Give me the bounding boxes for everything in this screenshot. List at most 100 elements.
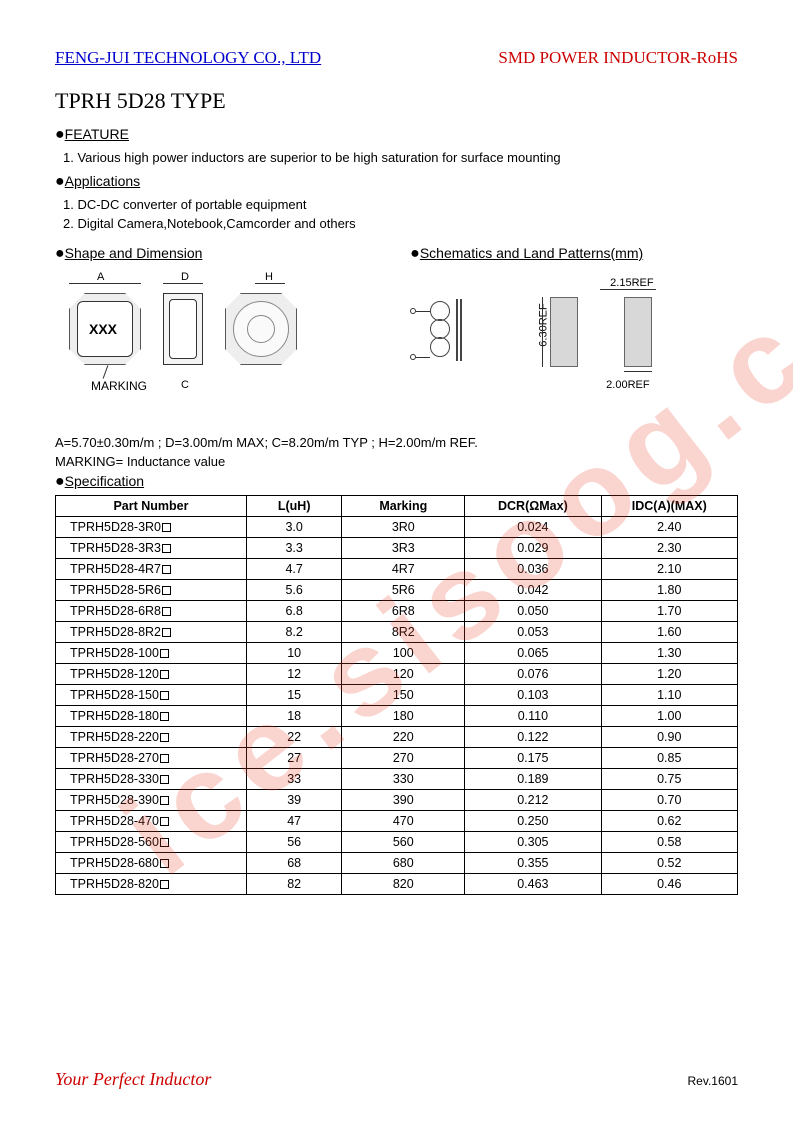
dim-h-label: H xyxy=(265,271,273,283)
table-cell: 4R7 xyxy=(342,559,465,580)
table-cell: 3R3 xyxy=(342,538,465,559)
table-row: TPRH5D28-8R28.28R20.0531.60 xyxy=(56,622,738,643)
table-header-cell: L(uH) xyxy=(246,496,341,517)
table-cell: 0.042 xyxy=(465,580,601,601)
shape-diagram: A XXX MARKING D C H xyxy=(55,271,383,421)
feature-heading: ●FEATURE xyxy=(55,126,738,144)
table-cell: 390 xyxy=(342,790,465,811)
suffix-box-icon xyxy=(160,754,169,763)
table-cell: 1.30 xyxy=(601,643,737,664)
table-cell: 0.70 xyxy=(601,790,737,811)
table-cell: 0.75 xyxy=(601,769,737,790)
table-cell: 4.7 xyxy=(246,559,341,580)
table-cell: 27 xyxy=(246,748,341,769)
table-cell: TPRH5D28-560 xyxy=(56,832,247,853)
table-cell: TPRH5D28-680 xyxy=(56,853,247,874)
table-cell: 5.6 xyxy=(246,580,341,601)
table-row: TPRH5D28-150151500.1031.10 xyxy=(56,685,738,706)
table-cell: 0.46 xyxy=(601,874,737,895)
footer: Your Perfect Inductor Rev.1601 xyxy=(55,1069,738,1090)
table-row: TPRH5D28-4R74.74R70.0362.10 xyxy=(56,559,738,580)
marking-label: MARKING xyxy=(91,379,147,393)
feature-item-1: 1. Various high power inductors are supe… xyxy=(63,150,738,165)
table-cell: TPRH5D28-3R3 xyxy=(56,538,247,559)
table-cell: TPRH5D28-180 xyxy=(56,706,247,727)
table-cell: 0.024 xyxy=(465,517,601,538)
header: FENG-JUI TECHNOLOGY CO., LTD SMD POWER I… xyxy=(55,48,738,68)
table-cell: 10 xyxy=(246,643,341,664)
table-cell: 56 xyxy=(246,832,341,853)
table-cell: 1.70 xyxy=(601,601,737,622)
application-item-1: 1. DC-DC converter of portable equipment xyxy=(63,197,738,212)
slogan: Your Perfect Inductor xyxy=(55,1069,211,1090)
table-cell: 820 xyxy=(342,874,465,895)
table-cell: 220 xyxy=(342,727,465,748)
table-row: TPRH5D28-5R65.65R60.0421.80 xyxy=(56,580,738,601)
table-cell: TPRH5D28-100 xyxy=(56,643,247,664)
table-cell: 0.58 xyxy=(601,832,737,853)
table-cell: 0.250 xyxy=(465,811,601,832)
table-cell: 8.2 xyxy=(246,622,341,643)
table-cell: 0.053 xyxy=(465,622,601,643)
table-cell: 18 xyxy=(246,706,341,727)
table-cell: 1.60 xyxy=(601,622,737,643)
table-cell: 0.52 xyxy=(601,853,737,874)
suffix-box-icon xyxy=(162,607,171,616)
table-cell: 39 xyxy=(246,790,341,811)
table-cell: 15 xyxy=(246,685,341,706)
table-cell: 0.122 xyxy=(465,727,601,748)
suffix-box-icon xyxy=(162,628,171,637)
suffix-box-icon xyxy=(160,796,169,805)
table-cell: 6.8 xyxy=(246,601,341,622)
suffix-box-icon xyxy=(160,712,169,721)
table-cell: 0.029 xyxy=(465,538,601,559)
table-row: TPRH5D28-470474700.2500.62 xyxy=(56,811,738,832)
table-cell: 0.175 xyxy=(465,748,601,769)
table-header-cell: IDC(A)(MAX) xyxy=(601,496,737,517)
suffix-box-icon xyxy=(160,649,169,658)
table-cell: TPRH5D28-6R8 xyxy=(56,601,247,622)
table-cell: TPRH5D28-390 xyxy=(56,790,247,811)
table-header-cell: Part Number xyxy=(56,496,247,517)
table-cell: 82 xyxy=(246,874,341,895)
table-cell: 2.30 xyxy=(601,538,737,559)
table-cell: TPRH5D28-330 xyxy=(56,769,247,790)
suffix-box-icon xyxy=(162,544,171,553)
table-cell: 270 xyxy=(342,748,465,769)
table-cell: 0.076 xyxy=(465,664,601,685)
table-cell: TPRH5D28-120 xyxy=(56,664,247,685)
company-name: FENG-JUI TECHNOLOGY CO., LTD xyxy=(55,48,321,68)
table-row: TPRH5D28-100101000.0651.30 xyxy=(56,643,738,664)
xxx-label: XXX xyxy=(89,321,117,337)
table-header-row: Part NumberL(uH)MarkingDCR(ΩMax)IDC(A)(M… xyxy=(56,496,738,517)
table-cell: 470 xyxy=(342,811,465,832)
table-cell: 330 xyxy=(342,769,465,790)
table-cell: 8R2 xyxy=(342,622,465,643)
table-cell: 33 xyxy=(246,769,341,790)
suffix-box-icon xyxy=(162,523,171,532)
table-cell: 3R0 xyxy=(342,517,465,538)
table-cell: 0.103 xyxy=(465,685,601,706)
table-cell: 0.189 xyxy=(465,769,601,790)
land-pattern-diagram: 2.15REF 6.30REF 2.00REF xyxy=(410,271,738,421)
table-row: TPRH5D28-220222200.1220.90 xyxy=(56,727,738,748)
table-cell: 0.110 xyxy=(465,706,601,727)
table-header-cell: Marking xyxy=(342,496,465,517)
suffix-box-icon xyxy=(160,817,169,826)
suffix-box-icon xyxy=(160,691,169,700)
suffix-box-icon xyxy=(160,859,169,868)
dim-d-label: D xyxy=(181,271,189,283)
table-cell: 0.90 xyxy=(601,727,737,748)
suffix-box-icon xyxy=(160,733,169,742)
suffix-box-icon xyxy=(162,586,171,595)
table-cell: 0.065 xyxy=(465,643,601,664)
table-row: TPRH5D28-680686800.3550.52 xyxy=(56,853,738,874)
table-cell: 3.3 xyxy=(246,538,341,559)
table-row: TPRH5D28-180181800.1101.00 xyxy=(56,706,738,727)
table-cell: 12 xyxy=(246,664,341,685)
table-row: TPRH5D28-390393900.2120.70 xyxy=(56,790,738,811)
table-cell: 120 xyxy=(342,664,465,685)
table-cell: 680 xyxy=(342,853,465,874)
table-cell: TPRH5D28-3R0 xyxy=(56,517,247,538)
table-cell: 1.20 xyxy=(601,664,737,685)
